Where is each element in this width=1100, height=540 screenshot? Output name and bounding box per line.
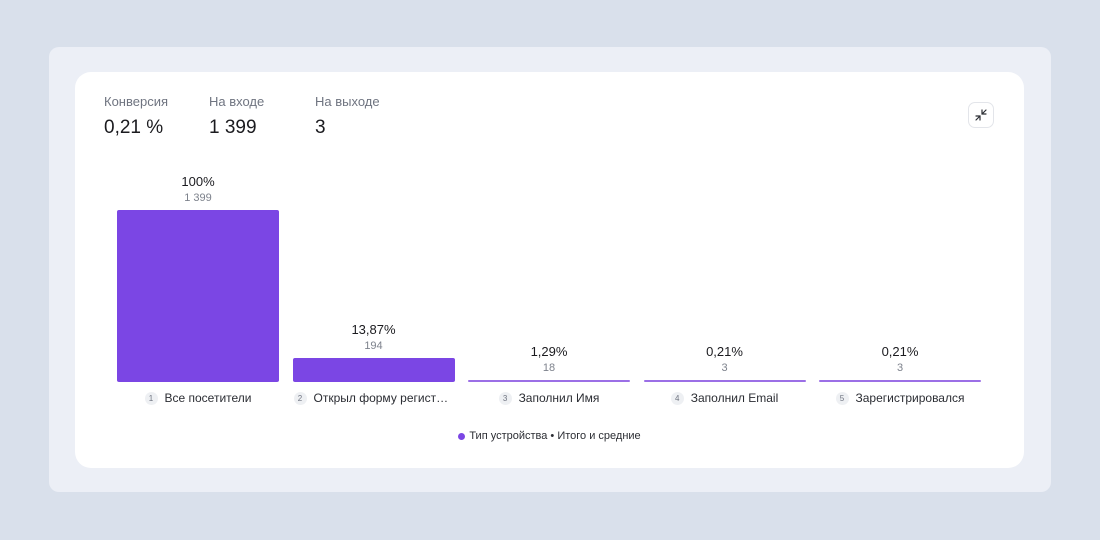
bar-percent-label: 0,21% (706, 344, 743, 359)
step-number-badge: 4 (670, 391, 684, 405)
step-name: Заполнил Имя (518, 391, 600, 405)
bar-percent-label: 0,21% (881, 344, 919, 359)
metric-output: На выходе 3 (315, 94, 380, 139)
metric-conversion-label: Конверсия (104, 94, 169, 109)
funnel-bar-5[interactable] (819, 380, 981, 382)
step-name: Открыл форму регистрац... (313, 391, 454, 405)
collapse-button[interactable] (968, 102, 994, 128)
collapse-arrows-icon (975, 109, 987, 121)
legend-label: Тип устройства • Итого и средние (469, 430, 641, 442)
step-label-1: 1 Все посетители (117, 391, 279, 405)
step-name: Заполнил Email (690, 391, 779, 405)
metric-conversion: Конверсия 0,21 % (104, 94, 168, 139)
bar-percent-label: 100% (181, 174, 215, 189)
bar-percent-label: 13,87% (351, 322, 396, 337)
step-number-badge: 3 (498, 391, 512, 405)
step-label-3: 3 Заполнил Имя (468, 391, 630, 405)
funnel-bar-3[interactable] (468, 380, 630, 382)
metric-input-value: 1 399 (209, 117, 257, 138)
metric-conversion-value: 0,21 % (104, 117, 164, 138)
funnel-bar-1[interactable] (117, 210, 279, 382)
bar-percent-label: 1,29% (530, 344, 568, 359)
bar-count-label: 1 399 (184, 192, 212, 204)
step-name: Все посетители (164, 391, 252, 405)
metric-input-label: На входе (209, 94, 265, 109)
step-number-badge: 2 (293, 391, 307, 405)
step-label-5: 5 Зарегистрировался (819, 391, 981, 405)
metric-output-value: 3 (315, 117, 326, 138)
bar-count-label: 3 (721, 362, 728, 374)
step-number-badge: 5 (835, 391, 849, 405)
step-number-badge: 1 (144, 391, 158, 405)
funnel-bar-2[interactable] (292, 358, 455, 382)
step-label-4: 4 Заполнил Email (644, 391, 806, 405)
metric-input: На входе 1 399 (209, 94, 264, 139)
step-name: Зарегистрировался (855, 391, 965, 405)
funnel-chart: 100% 1 399 1 Все посетители 13,87% 194 2 Открыл… (75, 72, 1024, 468)
bar-count-label: 194 (364, 340, 383, 352)
funnel-bar-4[interactable] (643, 380, 806, 382)
bar-count-label: 18 (542, 362, 556, 374)
funnel-card: Конверсия 0,21 % На входе 1 399 На выход… (75, 72, 1024, 468)
chart-legend[interactable]: Тип устройства • Итого и средние (75, 430, 1024, 442)
metric-output-label: На выходе (315, 94, 380, 109)
legend-dot-icon (458, 432, 466, 440)
bar-count-label: 3 (896, 362, 904, 374)
step-label-2: 2 Открыл форму регистрац... (293, 391, 455, 405)
